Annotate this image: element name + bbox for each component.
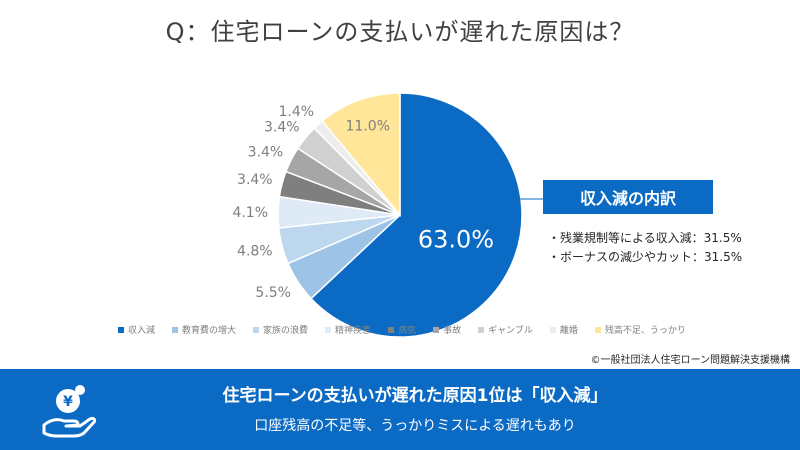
- pie-label-5: 3.4%: [237, 172, 273, 188]
- legend-label: 家族の浪費: [263, 326, 309, 336]
- chart-legend: 収入減 教育費の増大 家族の浪費 精神疾患 病気 事故 ギャンブル 離婚 残高不足、うっかり: [118, 323, 718, 336]
- pie-label-3: 4.8%: [237, 244, 273, 260]
- legend-label: 精神疾患: [335, 326, 372, 336]
- summary-banner: ¥ 住宅ローンの支払いが遅れた原因1位は「収入減」 口座残高の不足等、うっかりミ…: [0, 369, 800, 450]
- callout-item-1: ・残業規制等による収入減：31.5%: [548, 231, 742, 245]
- pie-slice-9: [321, 92, 401, 218]
- legend-item-1: 収入減: [118, 323, 155, 336]
- yen-hand-icon: ¥: [42, 385, 96, 438]
- legend-swatch: [172, 326, 179, 333]
- legend-label: ギャンブル: [488, 326, 533, 336]
- pie-label-7: 3.4%: [264, 119, 300, 135]
- legend-swatch: [325, 326, 332, 333]
- legend-swatch: [478, 326, 485, 333]
- pie-label-8: 1.4%: [279, 104, 315, 120]
- legend-swatch: [549, 326, 556, 333]
- legend-swatch: [253, 326, 260, 333]
- legend-item-7: ギャンブル: [478, 323, 533, 336]
- yen-symbol: ¥: [63, 394, 73, 410]
- legend-item-3: 家族の浪費: [253, 323, 308, 336]
- banner-subtext: 口座残高の不足等、うっかりミスによる遅れもあり: [254, 418, 576, 434]
- pie-slice-1: [310, 92, 523, 338]
- pie-label-4: 4.1%: [232, 205, 268, 221]
- legend-swatch: [594, 326, 601, 333]
- callout-item-2: ・ボーナスの減少やカット：31.5%: [548, 250, 743, 264]
- copyright-credit: ©一般社団法人住宅ローン問題解決支援機構: [590, 355, 791, 366]
- legend-label: 病気: [398, 326, 417, 336]
- page-title: Q：住宅ローンの支払いが遅れた原因は？: [165, 18, 635, 46]
- legend-item-5: 病気: [388, 323, 416, 336]
- legend-label: 事故: [443, 326, 462, 336]
- legend-label: 離婚: [559, 326, 578, 336]
- legend-item-9: 残高不足、うっかり: [594, 323, 686, 336]
- callout-heading: 収入減の内訳: [543, 180, 713, 214]
- pie-chart: 63.0%5.5%4.8%4.1%3.4%3.4%3.4%1.4%11.0%: [232, 92, 543, 338]
- legend-item-2: 教育費の増大: [172, 323, 236, 336]
- legend-label: 教育費の増大: [182, 326, 237, 336]
- pie-slices: [277, 92, 523, 338]
- pie-label-6: 3.4%: [248, 144, 284, 160]
- legend-swatch: [433, 326, 440, 333]
- pie-label-9: 11.0%: [346, 118, 390, 134]
- pie-label-2: 5.5%: [255, 285, 291, 301]
- pie-labels: 63.0%5.5%4.8%4.1%3.4%3.4%3.4%1.4%11.0%: [232, 104, 494, 301]
- legend-swatch: [118, 326, 124, 333]
- legend-item-4: 精神疾患: [325, 323, 371, 336]
- legend-item-8: 離婚: [549, 323, 578, 336]
- legend-label: 残高不足、うっかり: [604, 326, 686, 336]
- legend-label: 収入減: [128, 326, 156, 336]
- banner-headline: 住宅ローンの支払いが遅れた原因1位は「収入減」: [222, 386, 608, 406]
- legend-item-6: 事故: [433, 323, 461, 336]
- pie-label-1: 63.0%: [418, 226, 494, 254]
- legend-swatch: [388, 326, 395, 333]
